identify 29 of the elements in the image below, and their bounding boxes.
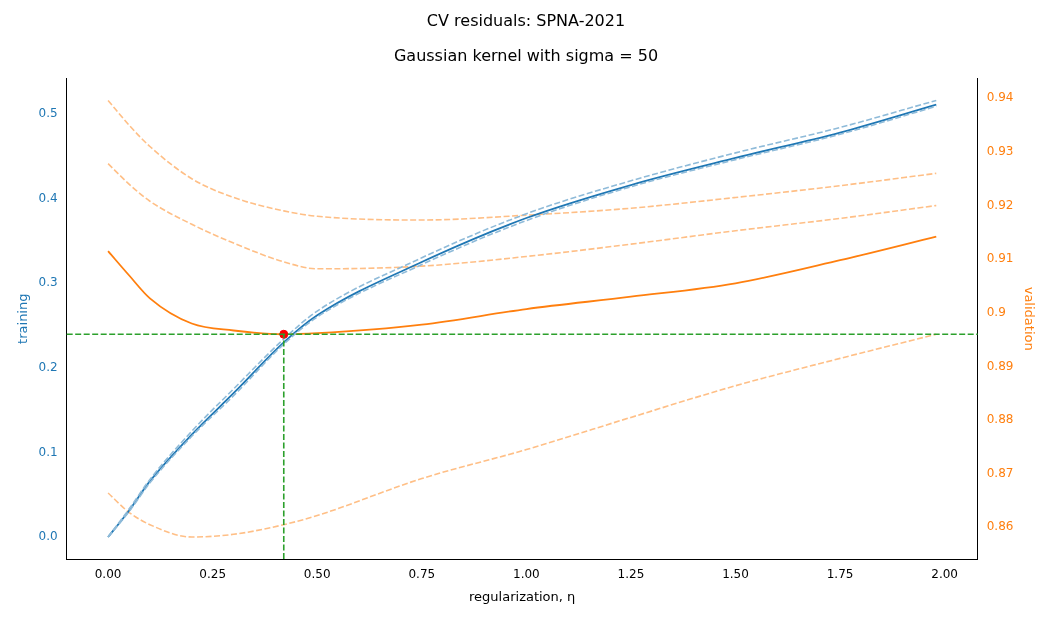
- x-tick-label: 1.75: [826, 567, 854, 582]
- x-tick-label: 0.75: [408, 567, 436, 582]
- x-axis-title: regularization, η: [469, 588, 576, 604]
- y-tick-label: 0.1: [38, 444, 58, 459]
- y-tick-label: 0.5: [38, 106, 58, 121]
- y-axis-title: training: [15, 293, 31, 344]
- y-tick-label: 0.4: [38, 190, 58, 205]
- chart-subtitle: Gaussian kernel with sigma = 50: [393, 45, 659, 65]
- y-tick-label: 0.2: [38, 359, 58, 374]
- x-tick-label: 0.25: [199, 567, 227, 582]
- x-tick-label: 1.00: [513, 567, 540, 582]
- y2-tick-label: 0.87: [986, 465, 1014, 480]
- y2-tick-label: 0.93: [986, 144, 1014, 159]
- y2-tick-label: 0.92: [986, 197, 1014, 212]
- x-tick-label: 0.00: [94, 567, 122, 582]
- y2-tick-label: 0.86: [986, 519, 1014, 534]
- y-tick-label: 0.3: [38, 275, 58, 290]
- y2-axis-title: validation: [1021, 286, 1037, 351]
- y2-tick-label: 0.89: [986, 358, 1014, 373]
- x-tick-label: 1.25: [617, 567, 645, 582]
- y2-tick-label: 0.88: [986, 412, 1014, 427]
- x-tick-label: 1.50: [722, 567, 749, 582]
- x-tick-label: 2.00: [931, 567, 958, 582]
- x-tick-label: 0.50: [303, 567, 331, 582]
- y2-tick-label: 0.91: [986, 251, 1014, 266]
- y2-tick-label: 0.94: [986, 90, 1014, 105]
- y-tick-label: 0.0: [38, 529, 58, 544]
- chart-title: CV residuals: SPNA-2021: [426, 10, 626, 30]
- y2-tick-label: 0.9: [986, 304, 1006, 319]
